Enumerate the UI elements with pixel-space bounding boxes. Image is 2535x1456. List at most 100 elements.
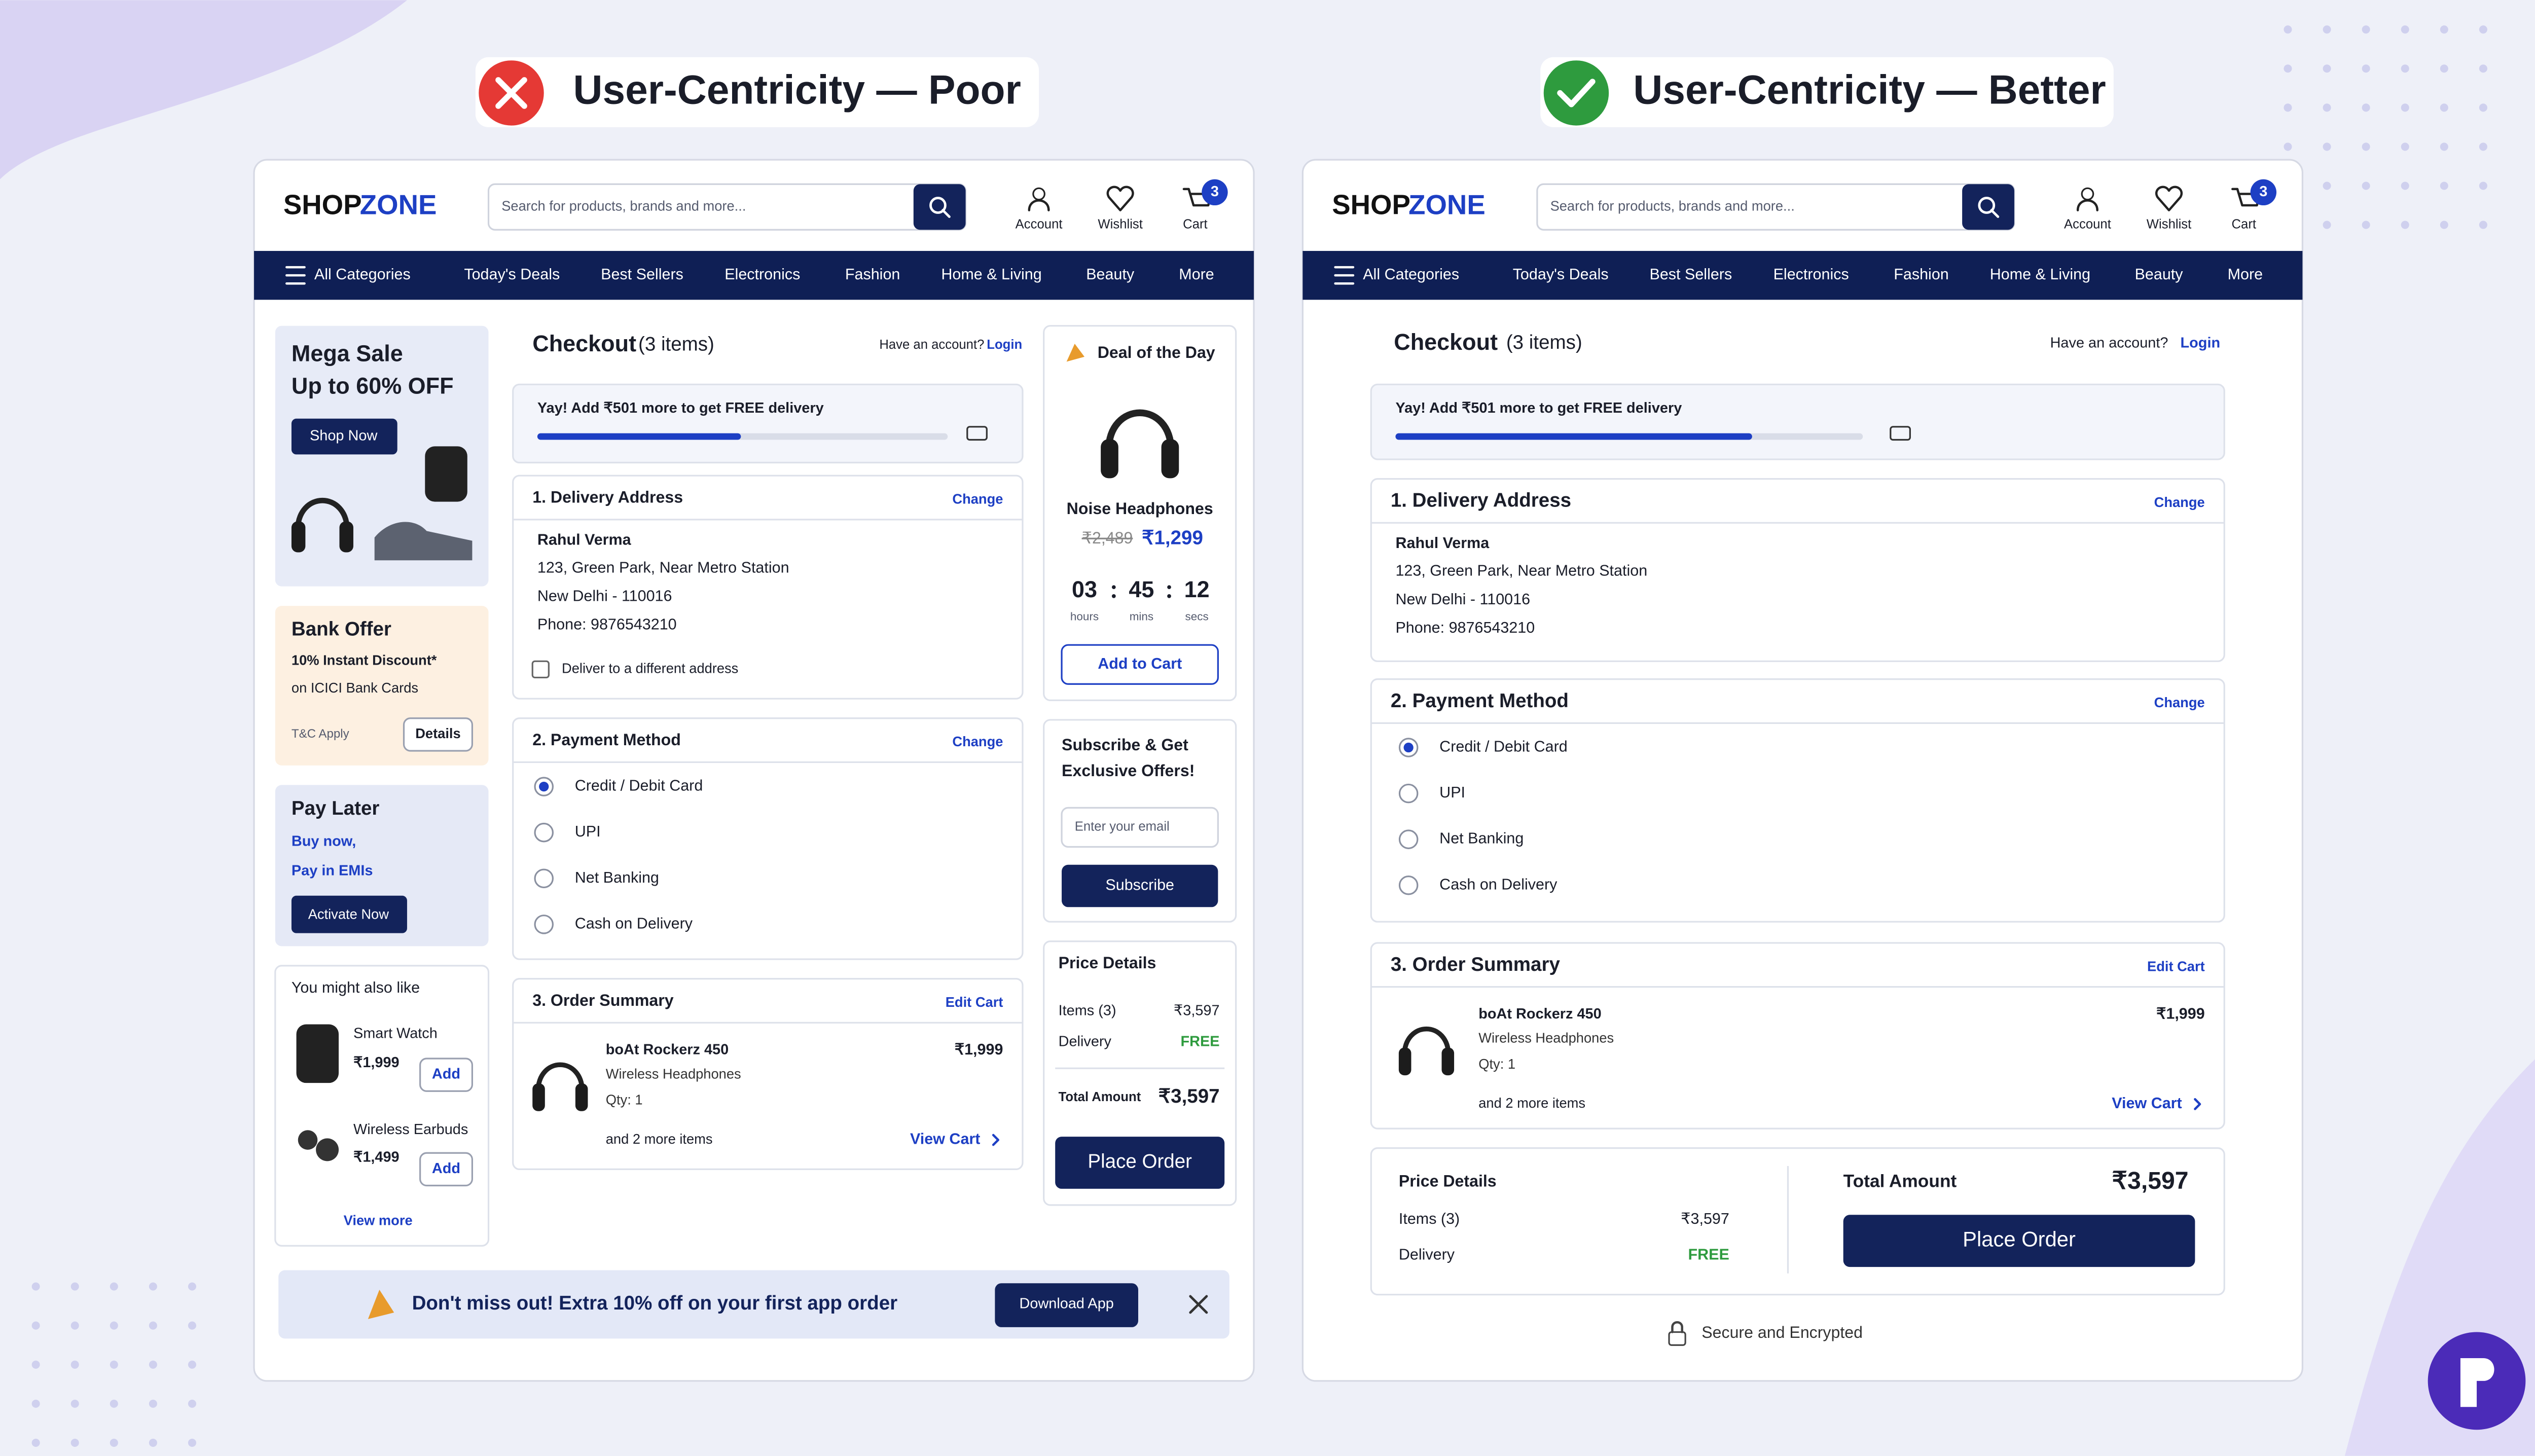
button[interactable]	[291, 418, 397, 455]
checkout-title: Checkout	[532, 331, 636, 356]
button[interactable]	[995, 1283, 1139, 1327]
decor-dot	[70, 1399, 79, 1408]
nav-item[interactable]: All Categories	[1363, 266, 1459, 283]
decor-dot	[2323, 142, 2331, 151]
nav-item[interactable]: Today's Deals	[1513, 266, 1609, 283]
button[interactable]	[1061, 644, 1219, 685]
checkout-title: Checkout	[1394, 329, 1498, 355]
price-label: Items (3)	[1059, 1002, 1116, 1018]
cart-link[interactable]: Cart	[1183, 217, 1208, 231]
radio[interactable]	[534, 868, 554, 889]
price-value: ₹3,597	[1174, 1002, 1220, 1018]
product-price: ₹1,999	[2156, 1005, 2205, 1022]
nav-item[interactable]: More	[1179, 266, 1214, 283]
nav-item[interactable]: Best Sellers	[601, 266, 683, 283]
radio[interactable]	[1398, 783, 1419, 804]
account-link[interactable]: Account	[2064, 217, 2111, 231]
decor-dot	[31, 1321, 40, 1330]
price-value: FREE	[1181, 1034, 1220, 1050]
view-cart[interactable]: View Cart	[910, 1131, 980, 1148]
payment-option: UPI	[1439, 784, 1465, 801]
radio[interactable]	[534, 822, 554, 843]
nav-item[interactable]: Electronics	[725, 266, 800, 283]
login-link[interactable]: Login	[987, 338, 1022, 352]
email-input[interactable]	[1061, 807, 1219, 848]
decor-dot	[2284, 142, 2292, 151]
timer-colon	[1167, 594, 1171, 598]
section-action[interactable]: Change	[952, 734, 1003, 749]
checkbox[interactable]	[531, 660, 550, 679]
close-icon	[1189, 1295, 1208, 1314]
radio[interactable]	[1398, 875, 1419, 895]
cart-badge	[2250, 179, 2277, 206]
button[interactable]	[419, 1058, 474, 1092]
section-action[interactable]: Change	[2154, 494, 2205, 510]
nav-item[interactable]: More	[2228, 266, 2263, 283]
radio[interactable]	[1398, 829, 1419, 849]
button[interactable]	[1062, 864, 1218, 907]
nav-item[interactable]: Beauty	[2135, 266, 2184, 283]
headphones-image	[339, 521, 353, 553]
search-button[interactable]	[913, 184, 966, 230]
progress-fill	[1395, 433, 1752, 440]
view-more[interactable]: View more	[344, 1212, 413, 1228]
section-action[interactable]: Edit Cart	[946, 994, 1003, 1010]
nav-item[interactable]: Home & Living	[1990, 266, 2090, 283]
pay-later-text: Buy now,	[292, 833, 356, 849]
nav-item[interactable]: Electronics	[1773, 266, 1849, 283]
timer-colon	[1111, 594, 1116, 598]
account-icon	[1028, 199, 1050, 211]
button[interactable]	[419, 1152, 474, 1187]
wishlist-link[interactable]: Wishlist	[2147, 217, 2191, 231]
button[interactable]	[1055, 1137, 1225, 1189]
section-card	[512, 717, 1024, 960]
payment-option: Cash on Delivery	[1439, 876, 1558, 893]
poor-icon-cross	[495, 77, 527, 109]
decor-dot	[188, 1360, 197, 1369]
account-prompt: Have an account?	[2050, 335, 2168, 351]
nav-item[interactable]: Home & Living	[941, 266, 1041, 283]
decor-dot	[2479, 25, 2487, 34]
button[interactable]	[403, 717, 474, 752]
radio[interactable]	[534, 915, 554, 934]
wishlist-icon	[2155, 186, 2183, 211]
nav-item[interactable]: Today's Deals	[464, 266, 560, 283]
subscribe-title: Exclusive Offers!	[1062, 761, 1194, 780]
title-pill	[1540, 57, 2114, 127]
wishlist-link[interactable]: Wishlist	[1098, 217, 1142, 231]
nav-item[interactable]: Fashion	[1894, 266, 1949, 283]
truck-icon	[1890, 426, 1911, 441]
nav-item[interactable]: Beauty	[1086, 266, 1135, 283]
deal-icon	[1066, 344, 1085, 362]
section-action[interactable]: Edit Cart	[2147, 958, 2205, 974]
button-label: Subscribe	[1105, 877, 1174, 894]
decor-dot	[188, 1282, 197, 1291]
decor-dot	[110, 1399, 118, 1408]
decor-dot	[188, 1438, 197, 1447]
login-link[interactable]: Login	[2181, 335, 2221, 351]
section-action[interactable]: Change	[2154, 695, 2205, 710]
view-cart[interactable]: View Cart	[2112, 1095, 2182, 1112]
payment-option: Credit / Debit Card	[575, 777, 703, 794]
button[interactable]	[291, 895, 407, 933]
cart-link[interactable]: Cart	[2232, 217, 2257, 231]
account-link[interactable]: Account	[1016, 217, 1063, 231]
address-line: New Delhi - 110016	[1395, 591, 1530, 608]
timer-unit: secs	[1185, 610, 1209, 623]
section-action[interactable]: Change	[952, 491, 1003, 507]
nav-item[interactable]: Fashion	[845, 266, 900, 283]
button-label: Shop Now	[310, 428, 377, 444]
search-button[interactable]	[1962, 184, 2014, 230]
promo-title: Mega Sale	[292, 340, 403, 366]
price-label: Items (3)	[1399, 1210, 1460, 1227]
nav-item[interactable]: Best Sellers	[1649, 266, 1732, 283]
promo-subtitle: Up to 60% OFF	[292, 373, 454, 399]
address-name: Rahul Verma	[1395, 534, 1490, 552]
decor-dot	[2284, 103, 2292, 112]
logo: ZONE	[1408, 190, 1486, 221]
nav-item[interactable]: All Categories	[314, 266, 411, 283]
decor-dot	[2401, 181, 2409, 190]
button[interactable]	[1843, 1215, 2195, 1267]
button-label: Download App	[1020, 1296, 1114, 1312]
